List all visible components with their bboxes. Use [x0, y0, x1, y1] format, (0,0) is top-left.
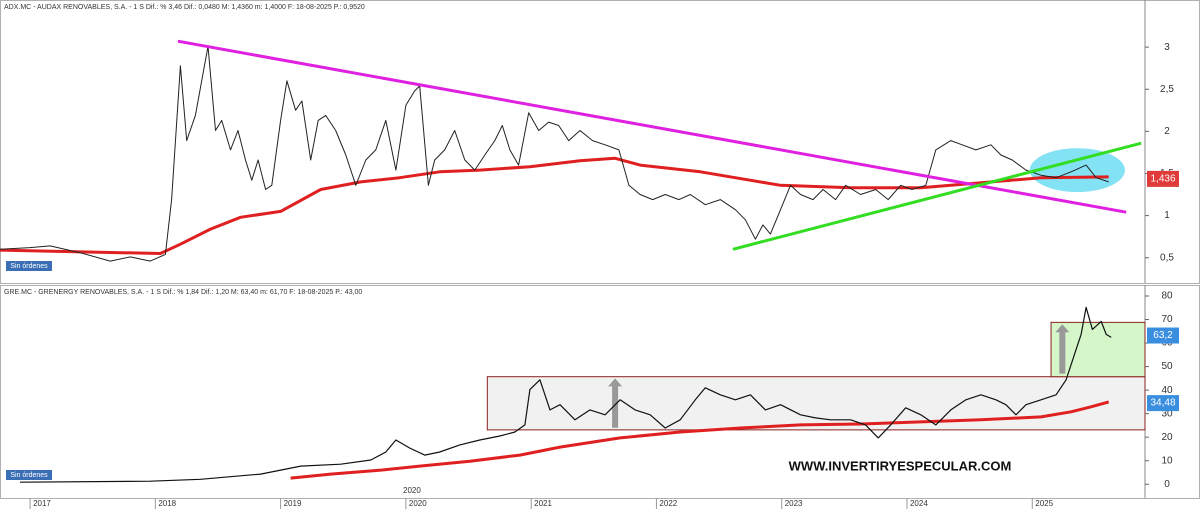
y-tick-label: 50 [1161, 361, 1173, 372]
y-tick-label: 3 [1164, 42, 1170, 53]
series-line [19, 306, 1112, 483]
series-line [0, 45, 1109, 262]
arrow [608, 378, 623, 428]
last-price-label: 63,2 [1153, 330, 1173, 341]
y-tick-label: 0,5 [1160, 252, 1174, 263]
badge-box [6, 261, 52, 271]
x-tick-label: 2020 [409, 499, 427, 508]
badge-box [6, 470, 52, 480]
series-line [0, 156, 1109, 255]
series-line [177, 39, 1127, 214]
y-tick-label: 2,5 [1160, 84, 1174, 95]
last-price-box [1147, 327, 1179, 344]
x-tick-label: 2023 [785, 499, 803, 508]
x-tick-label: 2017 [33, 499, 51, 508]
panel-header: ADX.MC - AUDAX RENOVABLES, S.A. - 1 S Di… [4, 4, 365, 11]
x-tick-label: 2025 [1035, 499, 1053, 508]
y-tick-label: 70 [1161, 314, 1173, 325]
x-tick-label: 2022 [659, 499, 677, 508]
last-price-box [1147, 395, 1179, 412]
y-tick-label: 1 [1164, 210, 1170, 221]
watermark: WWW.INVERTIRYESPECULAR.COM [789, 458, 1012, 473]
y-tick-label: 0 [1164, 479, 1170, 490]
highlight [1029, 148, 1125, 193]
y-tick-label: 30 [1161, 408, 1173, 419]
last-price-label: 1,436 [1150, 174, 1175, 185]
y-tick-label: 20 [1161, 432, 1173, 443]
last-price-label: 34,48 [1150, 398, 1175, 409]
panel-header: GRE.MC - GRENERGY RENOVABLES, S.A. - 1 S… [4, 289, 362, 296]
zone [486, 376, 1146, 431]
arrow [1055, 324, 1070, 374]
x-tick-label: 2024 [910, 499, 928, 508]
badge: Sin órdenes [10, 472, 48, 479]
series-line [732, 141, 1142, 251]
period-label: 2020 [403, 486, 421, 495]
series-line [290, 400, 1110, 480]
x-tick-label: 2021 [534, 499, 552, 508]
badge: Sin órdenes [10, 263, 48, 270]
x-tick-label: 2019 [284, 499, 302, 508]
last-price-box [1147, 170, 1179, 187]
x-tick-label: 2018 [158, 499, 176, 508]
y-tick-label: 80 [1161, 291, 1173, 302]
y-tick-label: 2 [1164, 126, 1170, 137]
y-tick-label: 10 [1161, 455, 1173, 466]
y-tick-label: 40 [1161, 385, 1173, 396]
